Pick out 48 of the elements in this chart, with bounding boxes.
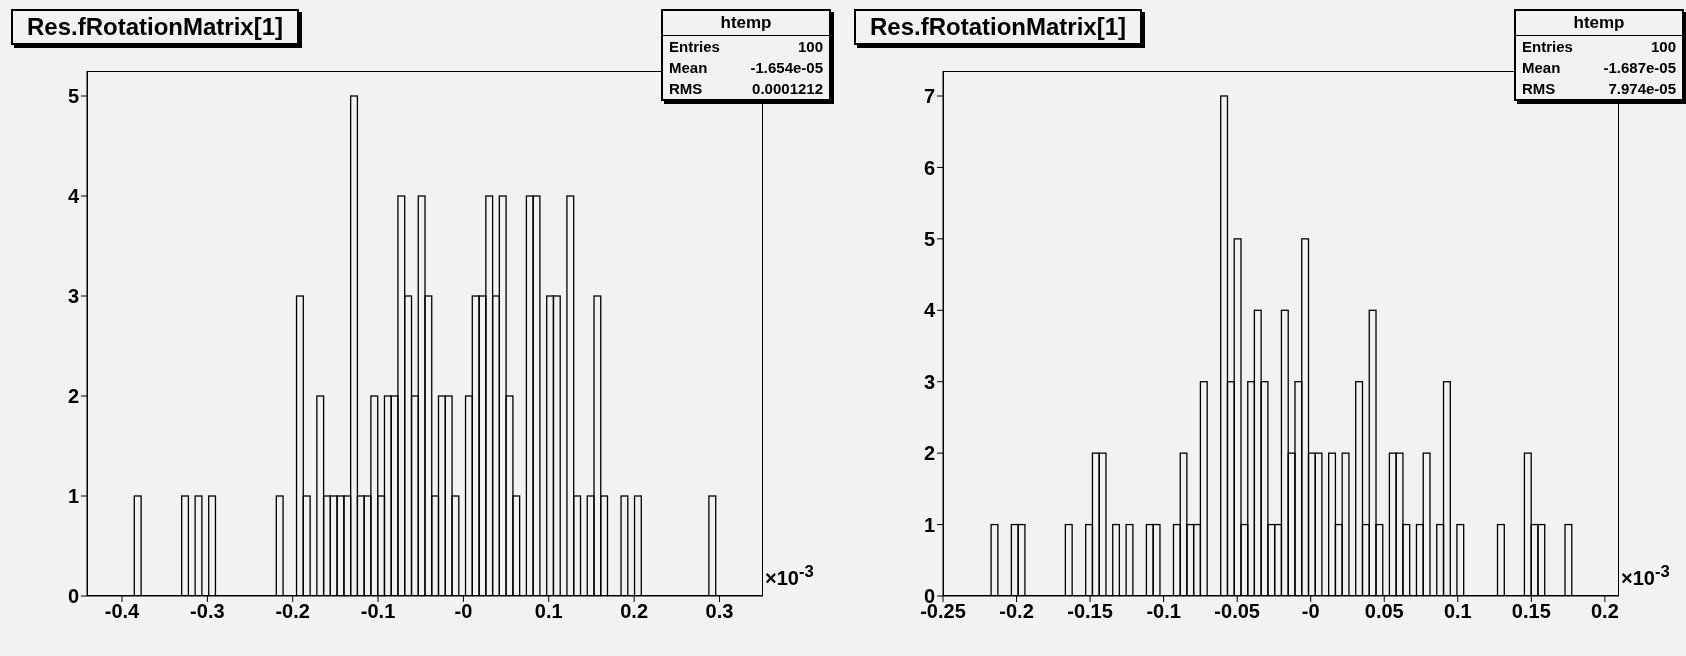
x-tick-label: -0.2 (275, 600, 310, 623)
annotation: Mean (669, 59, 708, 76)
annotation: RMS (669, 80, 703, 97)
text: 100 (797, 38, 823, 55)
y-tick-label: 5 (67, 85, 79, 108)
x-tick-label: -0 (1301, 600, 1320, 623)
y-tick-label: 4 (67, 185, 80, 208)
text: ×10$^{-3}$ (765, 562, 814, 590)
y-tick-label: 4 (923, 299, 936, 322)
text: htemp (1516, 11, 1682, 36)
x-tick-label: -0.1 (360, 600, 396, 623)
x-tick-label: -0.05 (1214, 600, 1260, 623)
annotation: RMS (1522, 80, 1556, 97)
y-tick-label: 3 (923, 370, 935, 393)
text: Entries (1522, 38, 1573, 55)
y-tick-label: 3 (67, 285, 79, 308)
y-tick-label: 7 (923, 85, 935, 108)
y-tick-label: 2 (923, 442, 935, 465)
y-tick-label: 6 (923, 156, 935, 179)
text: Entries (669, 38, 720, 55)
annotation: 7.974e-05 (1608, 80, 1676, 97)
x-tick-label: 0.05 (1364, 600, 1404, 623)
annotation: -1.654e-05 (750, 59, 823, 76)
text: 100 (1650, 38, 1676, 55)
y-tick-label: 0 (67, 585, 79, 608)
annotation: Mean (1522, 59, 1561, 76)
y-tick-label: 5 (923, 227, 935, 250)
chart-title: Res.fRotationMatrix[1] (854, 9, 1143, 45)
x-tick-label: -0.3 (190, 600, 225, 623)
x-tick-label: 0.1 (534, 600, 563, 623)
x-tick-label: -0.1 (1146, 600, 1181, 623)
x-tick-label: 0.2 (1590, 600, 1619, 623)
x-tick-label: 0.3 (705, 600, 734, 623)
x-tick-label: -0.2 (999, 600, 1034, 623)
text: htemp (663, 11, 829, 36)
y-tick-label: 1 (923, 513, 935, 536)
y-tick-label: 2 (67, 385, 79, 408)
annotation: 0.0001212 (752, 80, 823, 97)
annotation: -1.687e-05 (1603, 59, 1676, 76)
text: ×10$^{-3}$ (1621, 562, 1670, 590)
x-tick-label: -0.4 (104, 600, 141, 623)
x-tick-label: -0.15 (1067, 600, 1113, 623)
x-tick-label: -0 (454, 600, 473, 623)
x-tick-label: 0.2 (620, 600, 649, 623)
chart-title: Res.fRotationMatrix[1] (11, 9, 300, 45)
x-tick-label: 0.15 (1511, 600, 1551, 623)
y-tick-label: 1 (67, 485, 79, 508)
x-tick-label: 0.1 (1443, 600, 1472, 623)
